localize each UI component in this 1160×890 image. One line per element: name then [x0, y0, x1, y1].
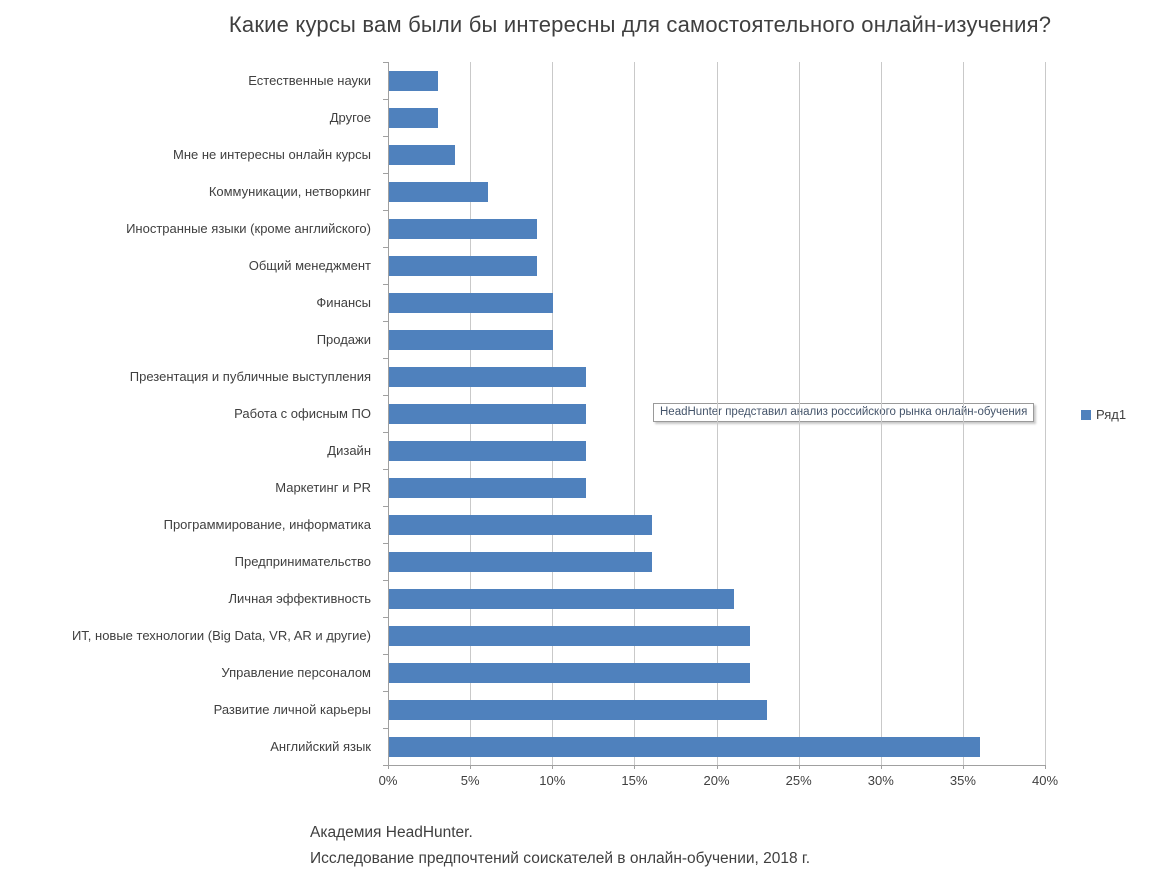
x-axis-tick-label: 5% [460, 773, 480, 788]
gridline [716, 62, 718, 765]
bar [389, 699, 767, 720]
x-axis-line [388, 765, 1046, 766]
bar [389, 514, 652, 535]
bar [389, 144, 455, 165]
category-label: Работа с офисным ПО [234, 405, 371, 421]
y-axis-tick [383, 247, 388, 248]
source-caption: Академия HeadHunter. Исследование предпо… [310, 820, 810, 872]
category-label: Коммуникации, нетворкинг [208, 183, 371, 199]
category-label: Программирование, информатика [163, 516, 371, 532]
bar [389, 736, 981, 757]
bar [389, 662, 751, 683]
category-label: Предпринимательство [234, 553, 371, 569]
y-axis-tick [383, 210, 388, 211]
y-axis-tick [383, 136, 388, 137]
y-axis-tick [383, 469, 388, 470]
bar [389, 625, 751, 646]
category-label: ИТ, новые технологии (Big Data, VR, AR и… [71, 627, 371, 643]
y-axis-tick [383, 358, 388, 359]
gridline [880, 62, 882, 765]
x-axis-tick-label: 10% [539, 773, 566, 788]
gridline [962, 62, 964, 765]
category-label: Другое [329, 109, 371, 125]
source-caption-line2: Исследование предпочтений соискателей в … [310, 850, 810, 867]
category-label: Продажи [316, 331, 371, 347]
x-axis-tick [552, 765, 554, 769]
y-axis-tick [383, 543, 388, 544]
category-label: Презентация и публичные выступления [129, 368, 371, 384]
gridline [634, 62, 636, 765]
category-label: Иностранные языки (кроме английского) [126, 220, 371, 236]
source-caption-line1: Академия HeadHunter. [310, 824, 473, 841]
bar [389, 292, 554, 313]
bar [389, 255, 537, 276]
x-axis-tick-label: 35% [949, 773, 976, 788]
category-label: Маркетинг и PR [275, 479, 371, 495]
annotation-tooltip: HeadHunter представил анализ российского… [653, 403, 1035, 422]
x-axis-tick [1045, 765, 1046, 769]
bar [389, 551, 652, 572]
y-axis-tick [383, 173, 388, 174]
bar [389, 588, 734, 609]
x-axis-tick [798, 765, 800, 769]
bar [389, 440, 587, 461]
bar [389, 181, 488, 202]
category-label: Личная эффективность [228, 590, 371, 606]
bar [389, 329, 554, 350]
category-label: Финансы [316, 294, 371, 310]
x-axis-tick [634, 765, 636, 769]
gridline [798, 62, 800, 765]
bar [389, 218, 537, 239]
y-axis-tick [383, 62, 388, 63]
category-label: Дизайн [327, 442, 371, 458]
x-axis-tick-label: 15% [621, 773, 648, 788]
category-label: Управление персоналом [221, 664, 371, 680]
bar [389, 403, 587, 424]
legend: Ряд1 [1081, 407, 1126, 422]
bar [389, 107, 439, 128]
y-axis-tick [383, 99, 388, 100]
y-axis-tick [383, 691, 388, 692]
x-axis-tick [716, 765, 718, 769]
y-axis-tick [383, 765, 388, 766]
x-axis-tick [470, 765, 472, 769]
y-axis-tick [383, 506, 388, 507]
x-axis-tick [388, 765, 389, 769]
y-axis-line [388, 62, 389, 766]
x-axis-tick-label: 20% [703, 773, 730, 788]
category-label: Общий менеджмент [248, 257, 371, 273]
gridline [1045, 62, 1046, 765]
x-axis-tick-label: 0% [378, 773, 398, 788]
y-axis-tick [383, 728, 388, 729]
y-axis-tick [383, 284, 388, 285]
category-label: Естественные науки [248, 72, 371, 88]
y-axis-tick [383, 321, 388, 322]
y-axis-tick [383, 580, 388, 581]
x-axis-tick-label: 30% [867, 773, 894, 788]
bar [389, 70, 439, 91]
bar [389, 477, 587, 498]
category-label: Английский язык [270, 738, 371, 754]
y-axis-tick [383, 432, 388, 433]
bar [389, 366, 587, 387]
legend-swatch-icon [1081, 409, 1091, 420]
category-label: Развитие личной карьеры [213, 701, 371, 717]
x-axis-tick-label: 40% [1031, 773, 1059, 788]
y-axis-tick [383, 617, 388, 618]
x-axis-tick [880, 765, 882, 769]
y-axis-tick [383, 654, 388, 655]
x-axis-tick [962, 765, 964, 769]
chart-title: Какие курсы вам были бы интересны для са… [228, 12, 1052, 37]
category-label: Мне не интересны онлайн курсы [173, 146, 371, 162]
legend-label: Ряд1 [1096, 407, 1127, 422]
y-axis-tick [383, 395, 388, 396]
x-axis-tick-label: 25% [785, 773, 812, 788]
